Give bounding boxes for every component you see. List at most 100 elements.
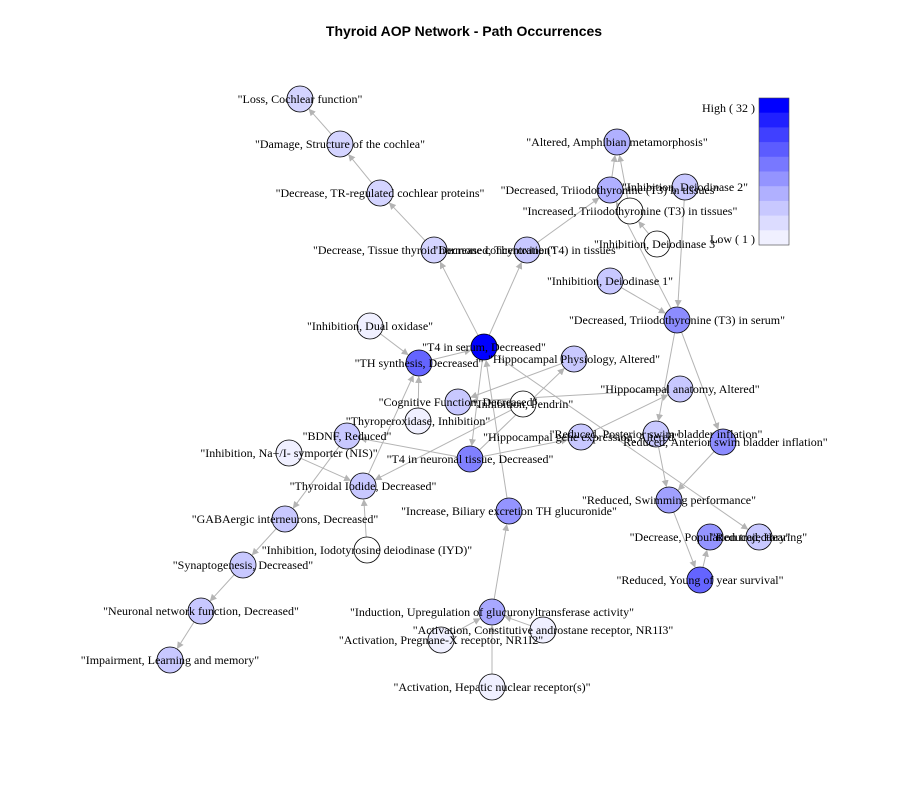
edge-t4_neuronal-to-hippo_gene bbox=[482, 437, 569, 457]
edges-layer bbox=[176, 108, 749, 674]
node-cognitive bbox=[444, 388, 472, 416]
edge-decreased_t3serum-to-reduced_anterior bbox=[681, 331, 720, 430]
legend-swatch bbox=[759, 98, 789, 114]
node-reduced_posterior bbox=[642, 420, 670, 448]
node-induction_ugt bbox=[478, 598, 506, 626]
legend-swatch bbox=[759, 186, 789, 202]
legend-swatch bbox=[759, 112, 789, 128]
diagram-title: Thyroid AOP Network - Path Occurrences bbox=[326, 23, 602, 39]
node-label-damage_cochlea: "Damage, Structure of the cochlea" bbox=[255, 137, 425, 151]
node-label-decrease_population: "Decrease, Population trajectory" bbox=[630, 530, 791, 544]
legend-high-label: High ( 32 ) bbox=[702, 101, 755, 115]
node-label-altered_amphibian: "Altered, Amphibian metamorphosis" bbox=[526, 135, 708, 149]
node-decreased_t3serum bbox=[663, 306, 691, 334]
edge-activation_car-to-induction_ugt bbox=[504, 615, 531, 627]
legend-swatch bbox=[759, 171, 789, 187]
edge-inhibition_d2-to-decreased_t3tissues bbox=[622, 185, 673, 193]
node-decrease_population bbox=[696, 523, 724, 551]
edge-t4_neuronal-to-bdnf bbox=[359, 436, 458, 458]
edge-reduced_posterior-to-reduced_swimming bbox=[658, 446, 669, 488]
edge-decreased_t3tissues-to-altered_amphibian bbox=[610, 154, 618, 178]
node-hippo_anatomy bbox=[666, 375, 694, 403]
edge-damage_cochlea-to-loss_cochlear bbox=[308, 108, 332, 135]
nodes-layer: "Loss, Cochlear function" "Damage, Struct… bbox=[81, 85, 828, 701]
node-label-inhibition_d2: "Inhibition, Deiodinase 2" bbox=[622, 180, 748, 194]
node-label-inhibition_nis: "Inhibition, Na+/I- symporter (NIS)" bbox=[200, 446, 377, 460]
edge-thyroidal_iodide-to-th_synthesis bbox=[367, 374, 414, 475]
edge-inhibition_pendrin-to-thyroidal_iodide bbox=[374, 409, 512, 481]
legend-swatch bbox=[759, 142, 789, 158]
node-inhibition_d1 bbox=[596, 267, 624, 295]
node-label-reduced_posterior: "Reduced, Posterior swim bladder inflati… bbox=[550, 427, 763, 441]
edge-bdnf-to-gabaergic bbox=[292, 446, 340, 509]
edge-induction_ugt-to-increase_biliary bbox=[493, 523, 510, 600]
node-neuronal_network bbox=[187, 597, 215, 625]
node-label-decrease_tissue: "Decrease, Tissue thyroid hormone concen… bbox=[313, 243, 555, 257]
node-label-loss_cochlear: "Loss, Cochlear function" bbox=[238, 92, 363, 106]
node-increased_t3tissues bbox=[616, 197, 644, 225]
node-label-reduced_hearing: "Reduced, Hearing" bbox=[711, 530, 808, 544]
edge-t4_serum-to-reduced_hearing bbox=[494, 353, 749, 530]
node-reduced_young bbox=[686, 566, 714, 594]
node-label-decrease_tr: "Decrease, TR-regulated cochlear protein… bbox=[276, 186, 485, 200]
node-label-induction_ugt: "Induction, Upregulation of glucuronyltr… bbox=[350, 605, 634, 619]
node-decreased_t3tissues bbox=[596, 176, 624, 204]
node-label-th_synthesis: "TH synthesis, Decreased" bbox=[355, 356, 484, 370]
node-label-inhibition_d3: "Inhibition, Deiodinase 3" bbox=[594, 237, 720, 251]
edge-decreased_t3serum-to-reduced_posterior bbox=[656, 332, 676, 422]
edge-reduced_swimming-to-reduced_young bbox=[673, 511, 697, 568]
edge-inhibition_nis-to-thyroidal_iodide bbox=[300, 457, 352, 482]
node-impairment_learning bbox=[156, 646, 184, 674]
node-label-inhibition_d1: "Inhibition, Deiodinase 1" bbox=[547, 274, 673, 288]
node-decrease_tr bbox=[366, 179, 394, 207]
node-label-reduced_young: "Reduced, Young of year survival" bbox=[616, 573, 783, 587]
node-label-inhibition_duox: "Inhibition, Dual oxidase" bbox=[307, 319, 433, 333]
node-label-decreased_t3tissues: "Decreased, Triiodothyronine (T3) in tis… bbox=[501, 183, 720, 197]
edge-t4_serum-to-decrease_tissue bbox=[439, 261, 479, 336]
node-gabaergic bbox=[271, 505, 299, 533]
node-label-activation_car: "Activation, Constitutive androstane rec… bbox=[413, 623, 674, 637]
edge-inhibition_iyd-to-thyroidal_iodide bbox=[360, 498, 368, 538]
node-label-inhibition_pendrin: "Inhibition, Pendrin" bbox=[473, 397, 574, 411]
node-label-impairment_learning: "Impairment, Learning and memory" bbox=[81, 653, 260, 667]
node-decrease_tissue bbox=[420, 236, 448, 264]
node-label-hippo_gene: "Hippocampal gene expression, Altered" bbox=[483, 430, 679, 444]
node-reduced_hearing bbox=[745, 523, 773, 551]
node-increase_biliary bbox=[495, 497, 523, 525]
legend-border bbox=[758, 97, 790, 246]
legend-color-scale bbox=[758, 97, 790, 246]
edge-th_synthesis-to-t4_serum bbox=[431, 348, 472, 361]
node-th_synthesis bbox=[405, 349, 433, 377]
node-synaptogenesis bbox=[229, 551, 257, 579]
node-decreased_t4tissues bbox=[513, 236, 541, 264]
edge-increase_biliary-to-t4_serum bbox=[483, 359, 508, 499]
edge-hippo_gene-to-hippo_anatomy bbox=[592, 394, 669, 432]
node-inhibition_duox bbox=[356, 312, 384, 340]
edge-reduced_young-to-decrease_population bbox=[702, 549, 709, 568]
node-t4_neuronal bbox=[456, 445, 484, 473]
node-loss_cochlear bbox=[286, 85, 314, 113]
node-label-decreased_t4tissues: "Decreased, Thyroxine (T4) in tissues" bbox=[433, 243, 620, 257]
edge-decrease_tissue-to-decrease_tr bbox=[388, 202, 426, 241]
node-label-activation_hnr: "Activation, Hepatic nuclear receptor(s)… bbox=[393, 680, 590, 694]
edge-neuronal_network-to-impairment_learning bbox=[176, 621, 195, 650]
node-label-decreased_t3serum: "Decreased, Triiodothyronine (T3) in ser… bbox=[569, 313, 785, 327]
node-label-inhibition_iyd: "Inhibition, Iodotyrosine deiodinase (IY… bbox=[262, 543, 473, 557]
node-label-reduced_swimming: "Reduced, Swimming performance" bbox=[582, 493, 756, 507]
node-inhibition_pendrin bbox=[509, 390, 537, 418]
node-thyroidal_iodide bbox=[349, 472, 377, 500]
node-label-hippo_physiology: "Hippocampal Physiology, Altered" bbox=[488, 352, 660, 366]
node-altered_amphibian bbox=[603, 128, 631, 156]
node-hippo_gene bbox=[567, 423, 595, 451]
legend-swatch bbox=[759, 156, 789, 172]
node-inhibition_iyd bbox=[353, 536, 381, 564]
legend: High ( 32 ) Low ( 1 ) bbox=[702, 97, 790, 246]
node-label-bdnf: "BDNF, Reduced" bbox=[303, 429, 392, 443]
node-label-thyroperoxidase: "Thyroperoxidase, Inhibition" bbox=[346, 414, 491, 428]
edge-hippo_anatomy-to-cognitive bbox=[470, 389, 668, 405]
node-label-increased_t3tissues: "Increased, Triiodothyronine (T3) in tis… bbox=[523, 204, 738, 218]
node-bdnf bbox=[333, 422, 361, 450]
edge-t4_serum-to-decreased_t4tissues bbox=[488, 261, 523, 336]
node-reduced_anterior bbox=[709, 428, 737, 456]
